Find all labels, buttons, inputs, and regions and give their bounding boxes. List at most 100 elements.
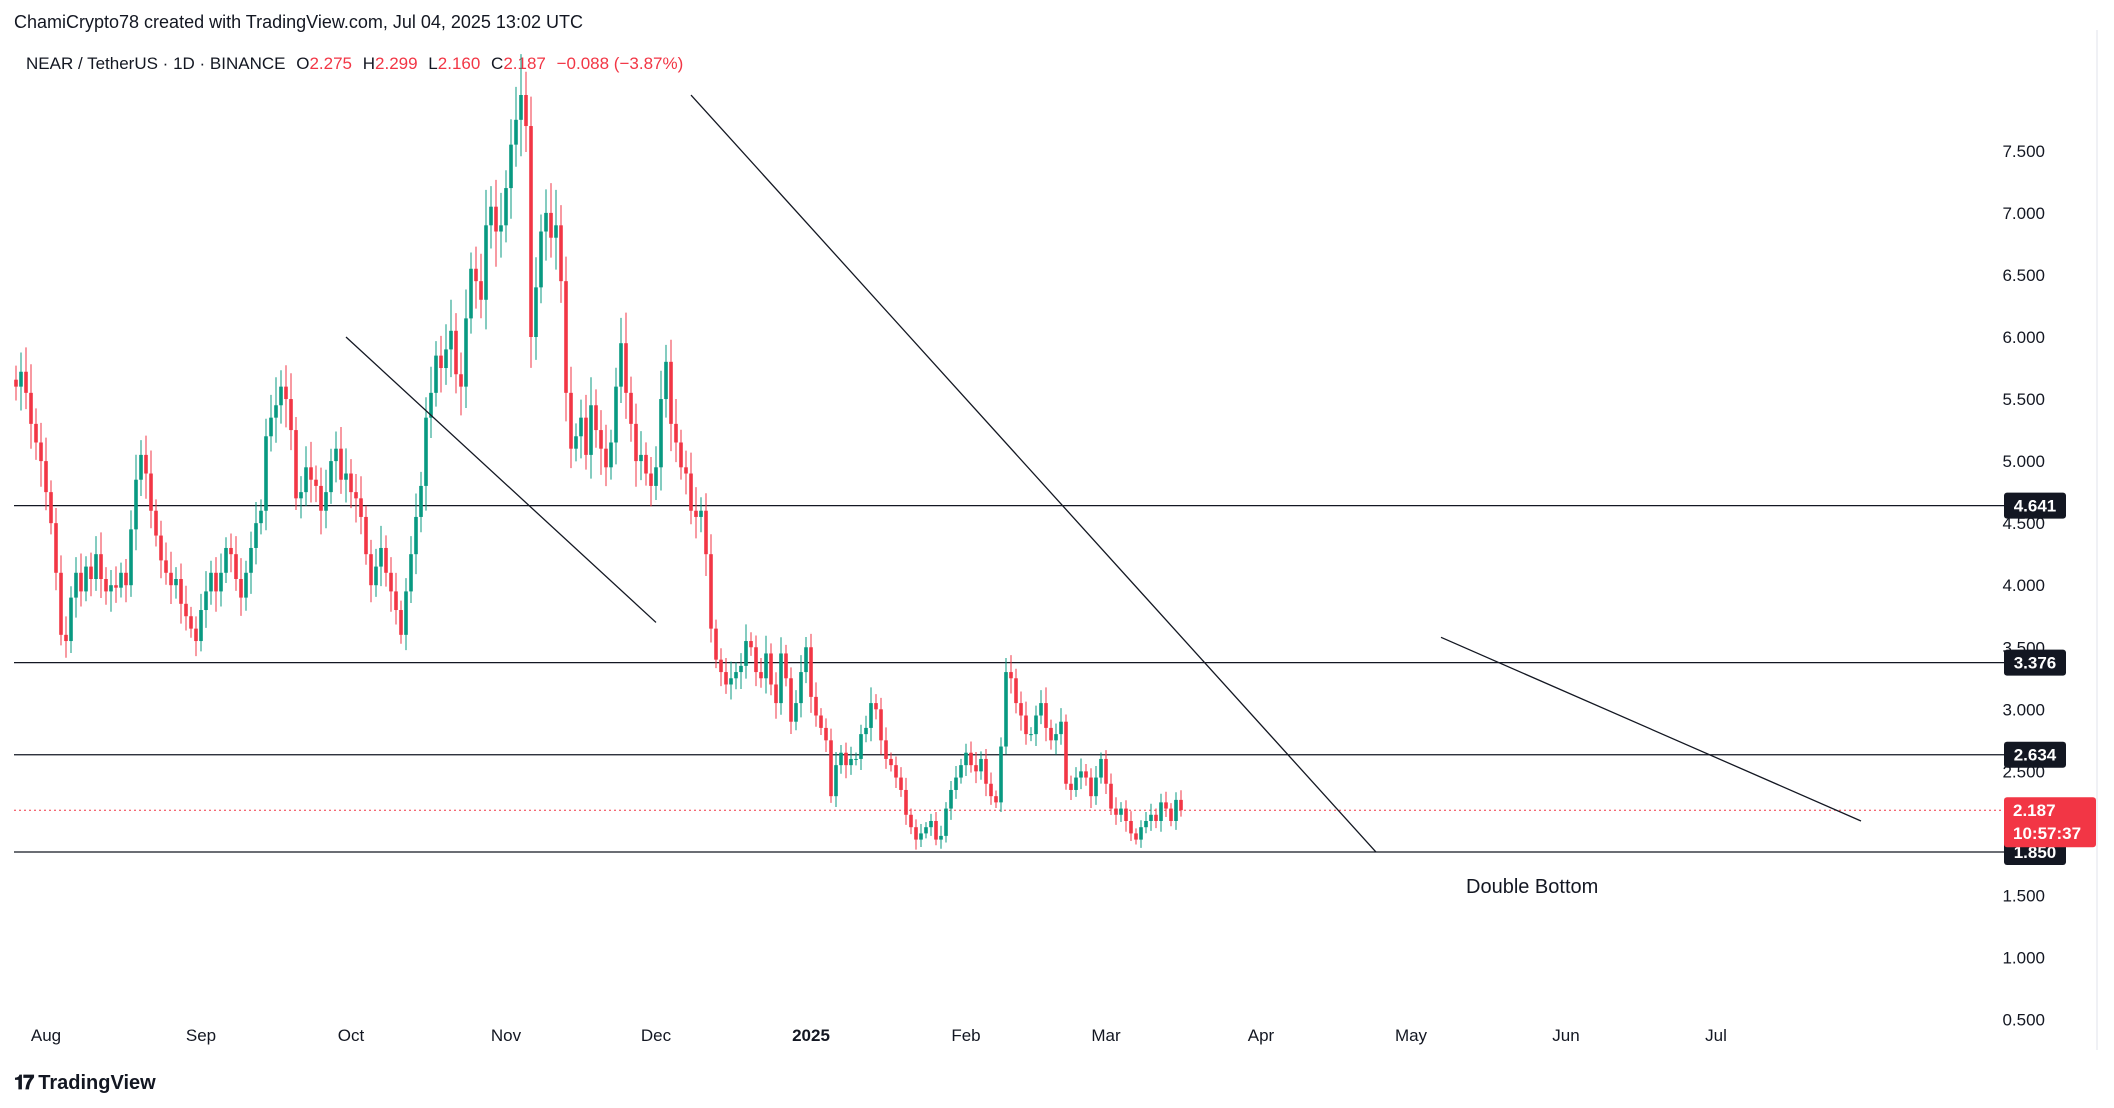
candle-body bbox=[259, 510, 263, 524]
x-tick-label: Jul bbox=[1705, 1026, 1727, 1045]
candle-body bbox=[164, 560, 168, 573]
candle-body bbox=[804, 647, 808, 673]
candle-body bbox=[274, 405, 278, 418]
candle-body bbox=[934, 820, 938, 840]
candle-body bbox=[184, 603, 188, 617]
candle-body bbox=[969, 752, 973, 766]
candle-body bbox=[194, 628, 198, 642]
candle-body bbox=[1084, 771, 1088, 778]
candle-body bbox=[249, 547, 253, 573]
candle-body bbox=[204, 591, 208, 611]
candle-body bbox=[134, 479, 138, 530]
candle-body bbox=[189, 616, 193, 629]
candle-body bbox=[44, 461, 48, 493]
tradingview-brand[interactable]: 𝟏𝟕 TradingView bbox=[14, 1072, 156, 1095]
x-tick-label: Feb bbox=[951, 1026, 980, 1045]
candle-body bbox=[819, 715, 823, 728]
candle-body bbox=[109, 585, 113, 592]
candle-body bbox=[909, 814, 913, 828]
candle-body bbox=[39, 442, 43, 462]
candle-body bbox=[174, 578, 178, 586]
candle-body bbox=[519, 95, 523, 120]
trendline-2[interactable] bbox=[690, 94, 1377, 853]
candle-body bbox=[49, 492, 53, 524]
candle-body bbox=[199, 610, 203, 642]
candle-body bbox=[1044, 703, 1048, 728]
time-axis[interactable]: Aug Sep Oct Nov Dec 2025 Feb Mar Apr May Jun Jul bbox=[31, 1026, 1727, 1045]
candle-body bbox=[64, 634, 68, 642]
trendline-3[interactable] bbox=[1440, 636, 1862, 822]
candle-body bbox=[1054, 734, 1058, 741]
candle-body bbox=[1134, 833, 1138, 840]
candle-body bbox=[574, 436, 578, 449]
candle-body bbox=[814, 696, 818, 716]
trendline-1[interactable] bbox=[345, 336, 657, 623]
candle-body bbox=[504, 188, 508, 226]
candle-body bbox=[864, 727, 868, 735]
candle-body bbox=[769, 653, 773, 685]
candle-body bbox=[494, 206, 498, 232]
x-tick-label: Apr bbox=[1248, 1026, 1275, 1045]
candle-body bbox=[234, 554, 238, 579]
candle-body bbox=[1019, 703, 1023, 716]
y-tick-label: 5.500 bbox=[2002, 390, 2045, 409]
candle-body bbox=[344, 473, 348, 480]
candle-body bbox=[99, 554, 103, 579]
candle-body bbox=[374, 566, 378, 586]
candle-body bbox=[614, 386, 618, 443]
double-bottom-annotation[interactable]: Double Bottom bbox=[1466, 876, 1598, 898]
candle-body bbox=[724, 672, 728, 685]
candle-body bbox=[244, 572, 248, 598]
y-tick-label: 5.000 bbox=[2002, 452, 2045, 471]
candle-body bbox=[919, 833, 923, 840]
candle-body bbox=[269, 417, 273, 437]
candle-body bbox=[389, 572, 393, 592]
candle-body bbox=[849, 758, 853, 766]
candle-body bbox=[744, 641, 748, 666]
tradingview-logo-icon: 𝟏𝟕 bbox=[14, 1072, 34, 1094]
candle-body bbox=[264, 436, 268, 511]
candle-body bbox=[1159, 802, 1163, 821]
candle-body bbox=[634, 423, 638, 462]
annotations: Double Bottom bbox=[1466, 876, 1598, 898]
candle-body bbox=[924, 827, 928, 834]
candle-body bbox=[1024, 715, 1028, 735]
candle-body bbox=[544, 212, 548, 232]
candle-body bbox=[279, 386, 283, 406]
candle-body bbox=[384, 547, 388, 573]
candle-body bbox=[1059, 721, 1063, 735]
candle-body bbox=[599, 430, 603, 449]
candle-body bbox=[964, 752, 968, 766]
candle-body bbox=[419, 485, 423, 517]
candle-body bbox=[759, 672, 763, 679]
candle-body bbox=[484, 225, 488, 300]
candle-body bbox=[1104, 758, 1108, 784]
close-value: 2.187 bbox=[503, 54, 546, 73]
candle-body bbox=[999, 746, 1003, 803]
candle-body bbox=[499, 225, 503, 232]
candle-body bbox=[479, 281, 483, 300]
candle-body bbox=[444, 349, 448, 369]
candle-body bbox=[334, 448, 338, 462]
candle-body bbox=[369, 554, 373, 586]
candle-body bbox=[559, 225, 563, 282]
candle-body bbox=[179, 578, 183, 604]
open-value: 2.275 bbox=[309, 54, 352, 73]
candle-body bbox=[604, 448, 608, 468]
candle-body bbox=[684, 467, 688, 474]
level-tag-text: 3.376 bbox=[2014, 654, 2057, 673]
candle-body bbox=[89, 566, 93, 579]
candle-body bbox=[974, 765, 978, 772]
candle-body bbox=[354, 492, 358, 499]
candle-body bbox=[619, 343, 623, 387]
price-axis[interactable]: 0.5001.0001.5002.5003.0003.5004.0004.500… bbox=[2002, 142, 2045, 1030]
candle-body bbox=[69, 597, 73, 642]
candle-body bbox=[359, 498, 363, 517]
candle-body bbox=[824, 727, 828, 741]
candle-body bbox=[454, 330, 458, 375]
candle-body bbox=[469, 268, 473, 319]
symbol-name[interactable]: NEAR / TetherUS · 1D · BINANCE bbox=[26, 54, 286, 73]
candle-body bbox=[34, 423, 38, 443]
x-tick-label: Jun bbox=[1552, 1026, 1579, 1045]
